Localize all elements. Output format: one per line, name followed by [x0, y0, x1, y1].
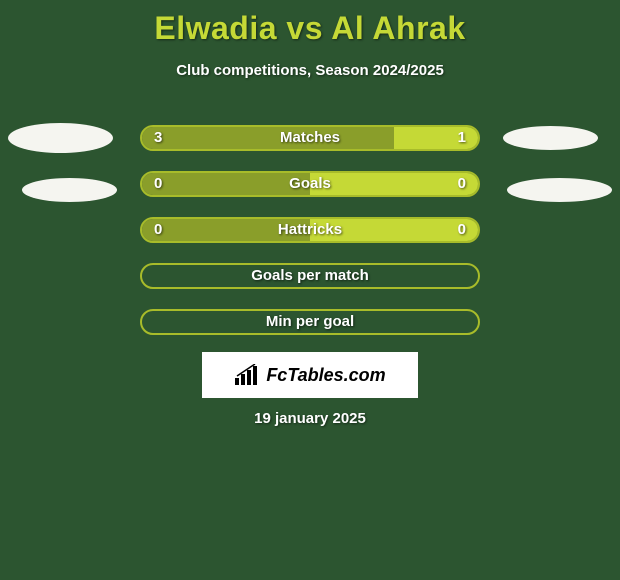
page-title: Elwadia vs Al Ahrak [0, 0, 620, 47]
bar-label: Goals per match [142, 265, 478, 287]
bar-label: Matches [142, 127, 478, 149]
stat-bar: 00Goals [140, 171, 480, 197]
subtitle: Club competitions, Season 2024/2025 [0, 62, 620, 79]
team-right-logo-secondary [507, 178, 612, 202]
chart-icon [234, 364, 260, 386]
team-right-logo [503, 126, 598, 150]
stats-bars: 31Matches 00Goals 00Hattricks Goals per mat… [140, 125, 480, 355]
bar-label: Goals [142, 173, 478, 195]
stat-bar: Min per goal [140, 309, 480, 335]
watermark-text: FcTables.com [266, 365, 385, 386]
stat-bar: Goals per match [140, 263, 480, 289]
bar-label: Min per goal [142, 311, 478, 333]
team-left-logo [8, 123, 113, 153]
watermark: FcTables.com [202, 352, 418, 398]
team-left-logo-secondary [22, 178, 117, 202]
date-label: 19 january 2025 [0, 410, 620, 427]
bar-label: Hattricks [142, 219, 478, 241]
stat-bar: 00Hattricks [140, 217, 480, 243]
stat-bar: 31Matches [140, 125, 480, 151]
